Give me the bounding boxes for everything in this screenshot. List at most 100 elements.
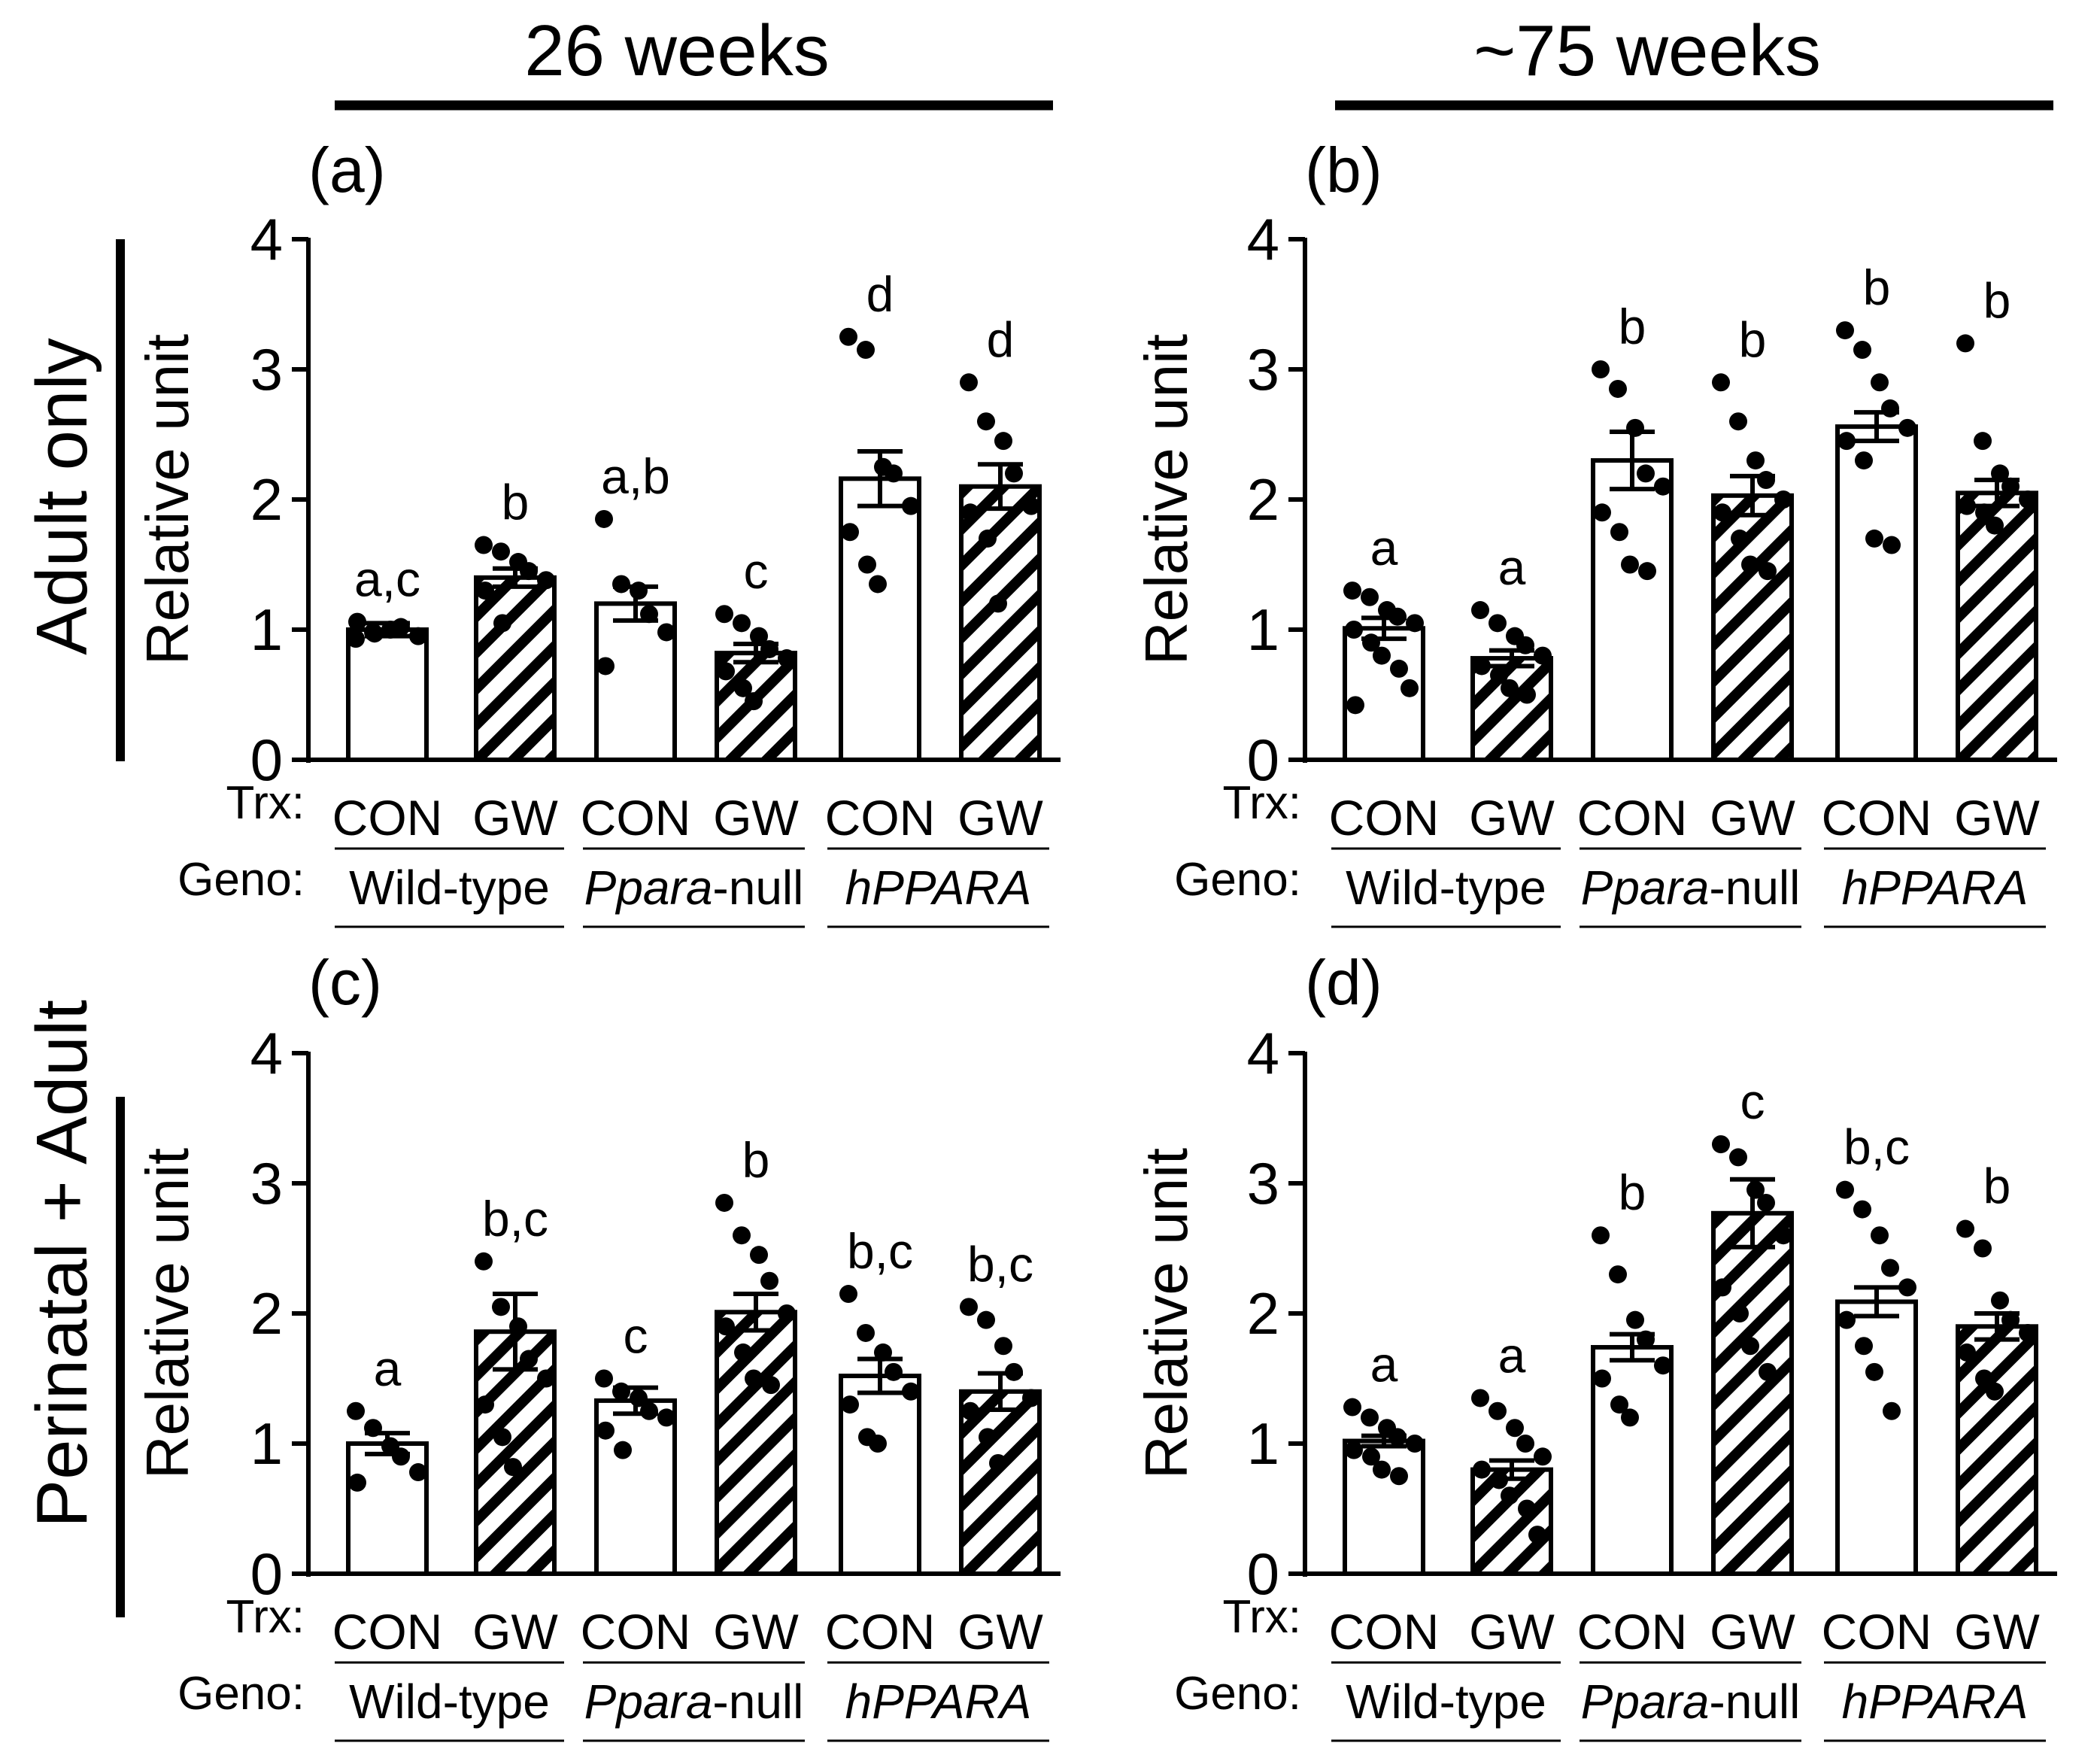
data-point (1506, 1419, 1524, 1438)
data-point (778, 649, 796, 668)
treatment-label: CON (1329, 1604, 1440, 1659)
treatment-label: GW (1954, 1604, 2040, 1659)
geno-label: Geno: (1174, 1668, 1301, 1720)
data-point (1991, 1291, 2009, 1310)
significance-letter: b,c (967, 1236, 1033, 1292)
y-tick-label: 4 (1247, 206, 1279, 272)
data-point (1838, 1310, 1856, 1329)
data-point (1712, 1135, 1730, 1154)
data-point (475, 1252, 493, 1271)
data-point (392, 1447, 410, 1466)
significance-letter: a (1498, 539, 1526, 595)
data-point (1626, 418, 1644, 437)
data-point (1958, 1343, 1976, 1362)
data-point (960, 373, 978, 392)
data-point (1871, 373, 1889, 392)
data-point (1759, 1362, 1777, 1381)
genotype-label-italic: hPPARA (845, 861, 1032, 915)
genotype-label-plain: Wild-type (349, 861, 550, 915)
treatment-label: GW (713, 790, 799, 846)
treatment-label: GW (957, 1604, 1043, 1659)
genotype-label-plain: Wild-type (1346, 1675, 1546, 1729)
data-point (612, 575, 630, 594)
treatment-label: CON (1577, 1604, 1688, 1659)
data-point (596, 657, 615, 676)
genotype-label: hPPARA (845, 1675, 1032, 1729)
treatment-label: GW (1954, 790, 2040, 846)
genotype-label: Wild-type (1346, 1675, 1546, 1729)
data-point (1774, 1226, 1792, 1245)
data-point (734, 1343, 752, 1362)
data-point (1741, 555, 1759, 574)
genotype-label-italic: Ppara (1581, 861, 1710, 915)
bar-gw-ppara-null (1711, 1210, 1794, 1577)
genotype-label: Wild-type (1346, 861, 1546, 915)
data-point (1713, 503, 1731, 522)
genotype-label: Wild-type (349, 1675, 550, 1729)
trx-label: Trx: (1223, 1591, 1301, 1643)
data-point (640, 1401, 658, 1420)
genotype-label-plain: -null (712, 1675, 803, 1729)
treatment-label: GW (1469, 790, 1555, 846)
y-tick-label: 2 (250, 466, 283, 533)
data-point (348, 612, 366, 631)
treatment-label: CON (581, 1604, 691, 1659)
data-point (839, 327, 857, 346)
y-tick-label: 0 (1247, 727, 1279, 793)
data-point (614, 1441, 632, 1459)
data-point (750, 627, 768, 645)
y-tick-label: 0 (250, 1541, 283, 1607)
data-point (715, 605, 733, 624)
data-point (1853, 1200, 1871, 1219)
bar-gw-wild-type (474, 575, 557, 762)
data-point (979, 529, 997, 548)
y-tick-label: 1 (1247, 597, 1279, 663)
geno-label: Geno: (178, 1668, 305, 1720)
genotype-label-italic: hPPARA (1842, 1675, 2029, 1729)
panel-c: (c) Relative unit 0 1 2 3 4 a CON b,c GW c CON b GW b,c… (134, 947, 1061, 1742)
data-point (409, 1463, 427, 1482)
y-tick-label: 2 (1247, 1280, 1279, 1347)
y-tick-label: 0 (1247, 1541, 1279, 1607)
trx-label: Trx: (226, 1591, 305, 1643)
data-point (1774, 490, 1792, 509)
data-point (902, 1382, 920, 1401)
data-point (1729, 412, 1747, 431)
panel-d: (d) Relative unit 0 1 2 3 4 a CON a GW b CON c GW b,c CO… (1133, 947, 2057, 1742)
treatment-label: CON (1329, 790, 1440, 846)
data-point (717, 1317, 735, 1336)
data-point (1729, 1148, 1747, 1167)
data-point (348, 1473, 366, 1492)
data-point (1343, 581, 1361, 600)
treatment-label: GW (472, 790, 558, 846)
significance-letter: c (624, 1308, 648, 1364)
significance-letter: c (1740, 1073, 1765, 1129)
treatment-label: GW (1710, 1604, 1795, 1659)
data-point (520, 562, 538, 581)
data-point (1471, 601, 1489, 620)
data-point (961, 503, 979, 522)
data-point (1489, 1401, 1507, 1420)
panel-label: (c) (308, 947, 382, 1018)
data-point (1654, 1356, 1672, 1375)
data-point (717, 662, 735, 681)
genotype-label: Wild-type (349, 861, 550, 915)
significance-letter: b,c (482, 1191, 548, 1246)
data-point (612, 1382, 630, 1401)
data-point (1516, 1435, 1534, 1453)
significance-letter: a,b (601, 448, 670, 504)
data-point (857, 341, 875, 360)
data-point (1836, 1180, 1854, 1199)
data-point (1713, 1278, 1731, 1297)
data-point (734, 679, 752, 697)
treatment-label: CON (1577, 790, 1688, 846)
data-point (630, 581, 648, 600)
data-point (1362, 1447, 1380, 1466)
treatment-label: GW (1710, 790, 1795, 846)
data-point (595, 509, 613, 528)
significance-letter: b (1983, 272, 2011, 328)
data-point (989, 1453, 1007, 1472)
y-axis-label: Relative unit (134, 334, 201, 665)
data-point (979, 1428, 997, 1447)
data-point (858, 555, 876, 574)
